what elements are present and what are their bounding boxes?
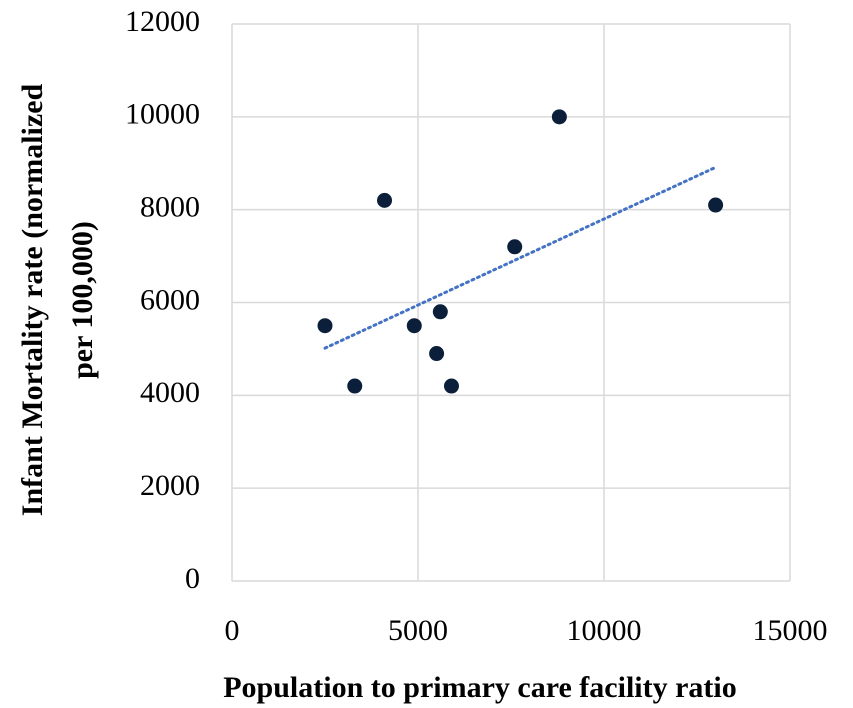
trendline [323,165,718,350]
y-tick-label: 8000 [140,191,200,224]
y-tick-label: 0 [185,562,200,595]
point [507,239,523,255]
point [708,197,724,213]
y-tick-label: 10000 [125,98,200,131]
point [551,109,567,125]
point [406,318,422,334]
x-tick-label: 0 [225,614,240,647]
x-tick-label: 10000 [567,614,642,647]
x-tick-label: 15000 [753,614,828,647]
x-axis-label: Population to primary care facility rati… [223,671,737,704]
point [443,378,459,394]
point [429,346,445,362]
y-tick-label: 2000 [140,469,200,502]
point [317,318,333,334]
y-tick-label: 6000 [140,283,200,316]
y-axis-label: Infant Mortality rate (normalized per 10… [16,83,99,516]
y-axis-label-line: per 100,000) [66,221,99,379]
point [432,304,448,320]
x-tick-label: 5000 [388,614,448,647]
y-tick-label: 4000 [140,376,200,409]
point [377,192,393,208]
y-axis-label-line: Infant Mortality rate (normalized [16,83,49,516]
y-tick-label: 12000 [125,5,200,38]
point [347,378,363,394]
